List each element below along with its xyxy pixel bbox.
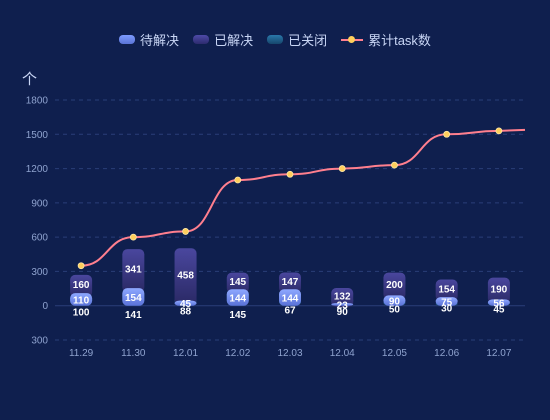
- data-label-solved: 132: [334, 292, 351, 303]
- bar-pending: [174, 300, 197, 306]
- y-axis: 300 0 300 600 900 1200 1500 1800: [26, 96, 49, 347]
- legend-swatch-solved: [193, 35, 210, 44]
- data-label-closed: 45: [493, 304, 505, 315]
- legend-item-cumulative[interactable]: 累计task数: [341, 30, 431, 49]
- data-label-solved: 147: [282, 277, 299, 288]
- data-label-pending: 90: [389, 297, 401, 308]
- bar-pending: [226, 289, 249, 306]
- line-point: [129, 233, 137, 241]
- bar-pending: [331, 303, 354, 306]
- x-axis: 11.29 11.30 12.01 12.02 12.03 12.04 12.05 12.06…: [69, 348, 512, 359]
- line-point: [182, 228, 189, 235]
- legend-label-closed: 已关闭: [288, 33, 328, 48]
- bar-pending: [487, 299, 510, 306]
- data-label-closed: 141: [125, 310, 142, 321]
- x-tick-label: 12.06: [434, 348, 459, 359]
- line-layer: [77, 127, 526, 270]
- bar-solved: [435, 279, 458, 302]
- bar-pending: [383, 295, 406, 306]
- legend-swatch-cumulative: [341, 35, 364, 44]
- labels-layer: 110 160 100 154 341 141 45 458 88 144 145 145 144 147…: [73, 265, 508, 321]
- bar-solved: [487, 277, 510, 304]
- data-label-solved: 200: [386, 280, 403, 291]
- legend-item-solved[interactable]: 已解决: [193, 30, 253, 49]
- data-label-closed: 50: [389, 305, 401, 316]
- line-point: [391, 161, 398, 169]
- bar-pending: [122, 288, 145, 306]
- legend-item-closed[interactable]: 已关闭: [267, 30, 327, 49]
- line-point: [234, 176, 242, 184]
- x-tick-label: 12.07: [486, 348, 511, 359]
- data-label-pending: 23: [337, 300, 349, 311]
- data-label-pending: 144: [229, 293, 246, 304]
- x-tick-label: 12.01: [173, 348, 198, 359]
- data-label-solved: 160: [73, 280, 90, 291]
- line-point: [77, 262, 85, 270]
- y-tick-label: 1200: [26, 164, 49, 175]
- legend: 待解决 已解决 已关闭 累计task数: [0, 30, 550, 49]
- y-tick-label: 900: [31, 198, 48, 209]
- bar-solved: [279, 272, 301, 294]
- legend-label-solved: 已解决: [214, 33, 254, 48]
- y-tick-label: 600: [31, 233, 48, 244]
- data-label-solved: 154: [438, 284, 455, 295]
- bar-solved: [122, 249, 145, 293]
- line-point: [338, 165, 346, 172]
- data-label-solved: 190: [491, 284, 508, 295]
- data-label-solved: 145: [229, 277, 246, 288]
- data-label-closed: 100: [73, 307, 90, 318]
- data-label-solved: 458: [177, 270, 194, 281]
- bar-solved: [174, 248, 197, 305]
- series-line-cumulative: [81, 128, 526, 267]
- y-unit-label: 个: [22, 71, 38, 88]
- legend-label-cumulative: 累计task数: [368, 33, 431, 48]
- legend-swatch-pending: [119, 35, 136, 44]
- x-tick-label: 12.05: [382, 348, 407, 359]
- x-tick-label: 12.04: [330, 348, 355, 359]
- data-label-solved: 341: [125, 265, 142, 276]
- y-tick-label: 1800: [26, 96, 49, 107]
- x-tick-label: 11.30: [121, 348, 146, 359]
- line-point: [443, 130, 451, 138]
- y-tick-label: 1500: [26, 130, 49, 141]
- legend-swatch-closed: [267, 35, 284, 44]
- data-label-closed: 67: [284, 306, 296, 317]
- x-tick-label: 11.29: [69, 348, 94, 359]
- line-point: [495, 127, 503, 135]
- bar-solved: [383, 272, 406, 300]
- data-label-pending: 45: [180, 299, 192, 310]
- bar-solved: [331, 288, 354, 308]
- data-label-closed: 30: [441, 303, 453, 314]
- data-label-closed: 145: [229, 310, 246, 321]
- data-label-closed: 88: [180, 307, 192, 318]
- data-label-pending: 56: [493, 299, 505, 310]
- y-tick-label: 0: [42, 301, 48, 312]
- y-tick-label: 300: [31, 267, 48, 278]
- bar-pending: [435, 297, 458, 306]
- data-label-pending: 144: [282, 293, 299, 304]
- bars-layer: [70, 248, 510, 308]
- x-tick-label: 12.02: [225, 348, 250, 359]
- data-label-pending: 110: [73, 295, 90, 306]
- bar-pending: [279, 289, 301, 306]
- data-label-pending: 75: [441, 297, 453, 308]
- bar-solved: [226, 272, 249, 294]
- data-label-pending: 154: [125, 293, 142, 304]
- y-tick-label: 300: [31, 336, 48, 347]
- x-tick-label: 12.03: [277, 348, 302, 359]
- legend-label-pending: 待解决: [140, 33, 180, 48]
- legend-item-pending[interactable]: 待解决: [119, 30, 179, 49]
- bar-solved: [70, 274, 93, 298]
- data-label-closed: 90: [337, 307, 349, 318]
- line-point: [286, 170, 294, 178]
- bar-pending: [70, 293, 93, 306]
